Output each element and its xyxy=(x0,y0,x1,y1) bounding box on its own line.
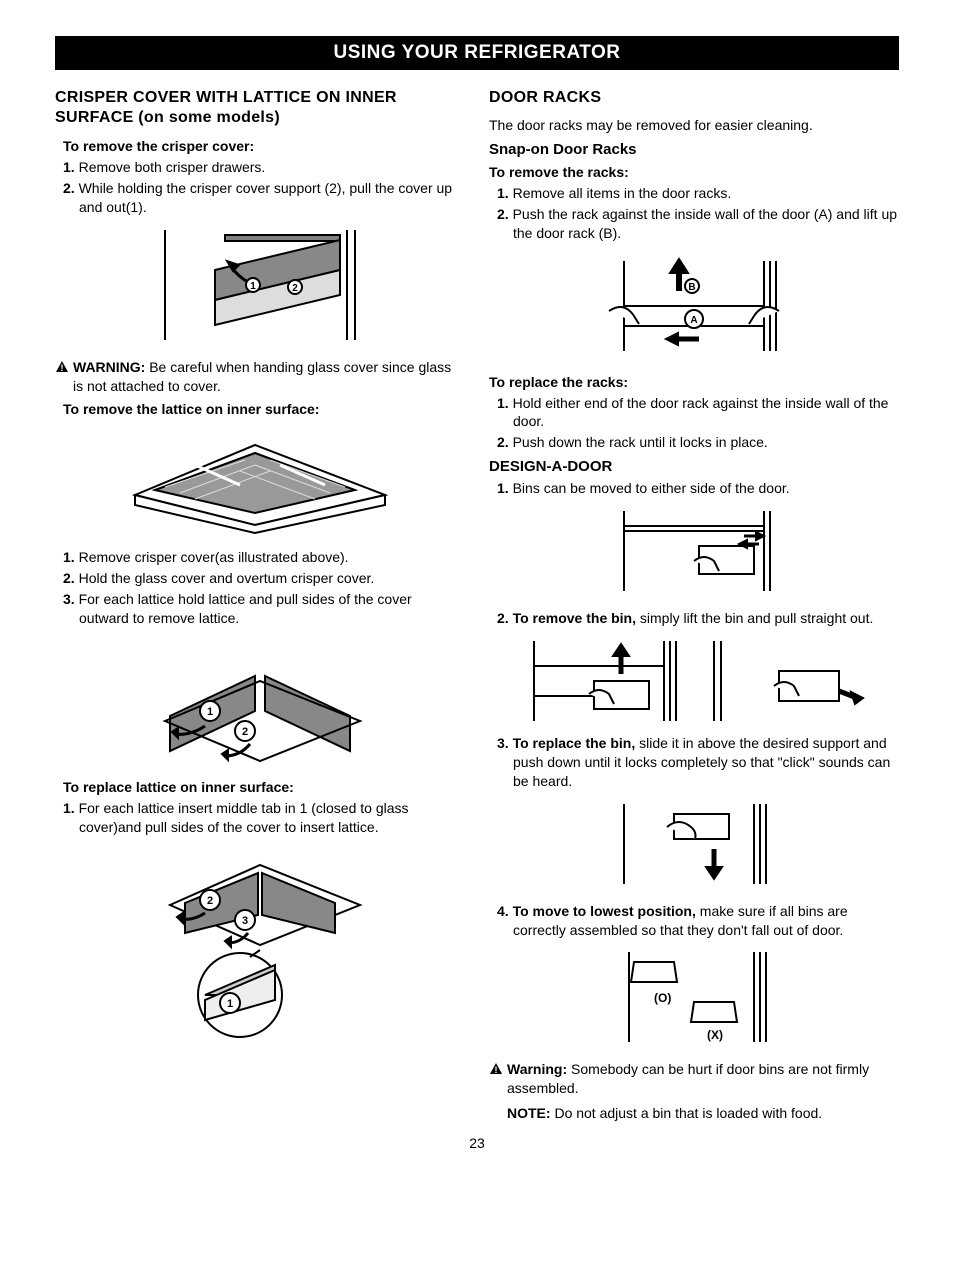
svg-text:B: B xyxy=(688,282,695,293)
figure-replace-bin xyxy=(489,799,899,894)
svg-text:A: A xyxy=(690,315,697,326)
remove-cover-heading: To remove the crisper cover: xyxy=(55,138,465,154)
svg-text:3: 3 xyxy=(242,915,248,927)
svg-text:2: 2 xyxy=(207,895,213,907)
figure-crisper-remove: 1 2 xyxy=(55,225,465,350)
warning-row-right: ! Warning: Somebody can be hurt if door … xyxy=(489,1060,899,1098)
step-bold: To replace the bin, xyxy=(513,735,636,751)
figure-remove-bin xyxy=(489,636,899,726)
warning-label: Warning: xyxy=(507,1061,567,1077)
remove-cover-steps: 1. Remove both crisper drawers. 2. While… xyxy=(55,158,465,217)
left-column: CRISPER COVER WITH LATTICE ON INNER SURF… xyxy=(55,88,465,1123)
warning-row: ! WARNING: Be careful when handing glass… xyxy=(55,358,465,396)
list-item: 1. Remove all items in the door racks. xyxy=(497,184,899,203)
list-item: 2. To remove the bin, simply lift the bi… xyxy=(497,609,899,628)
crisper-title: CRISPER COVER WITH LATTICE ON INNER SURF… xyxy=(55,88,465,128)
svg-text:!: ! xyxy=(495,1065,498,1075)
design-step-2: 2. To remove the bin, simply lift the bi… xyxy=(489,609,899,628)
list-item: 2. Push down the rack until it locks in … xyxy=(497,433,899,452)
list-item: 1. Remove crisper cover(as illustrated a… xyxy=(63,548,465,567)
list-item: 2. While holding the crisper cover suppo… xyxy=(63,179,465,217)
step-text: Bins can be moved to either side of the … xyxy=(513,480,790,496)
note-label: NOTE: xyxy=(507,1105,551,1121)
svg-text:(O): (O) xyxy=(654,991,671,1005)
warning-icon: ! xyxy=(489,1062,503,1081)
svg-text:!: ! xyxy=(61,363,64,373)
replace-racks-heading: To replace the racks: xyxy=(489,374,899,390)
step-bold: To move to lowest position, xyxy=(513,903,696,919)
design-step-4: 4. To move to lowest position, make sure… xyxy=(489,902,899,940)
door-racks-title: DOOR RACKS xyxy=(489,88,899,108)
design-a-door-heading: DESIGN-A-DOOR xyxy=(489,458,899,475)
note-row: NOTE: Do not adjust a bin that is loaded… xyxy=(489,1104,899,1123)
list-item: 3. To replace the bin, slide it in above… xyxy=(497,734,899,791)
svg-text:2: 2 xyxy=(242,726,248,738)
right-column: DOOR RACKS The door racks may be removed… xyxy=(489,88,899,1123)
figure-lattice-top xyxy=(55,425,465,540)
svg-text:(X): (X) xyxy=(707,1028,723,1042)
figure-lowest-position: (O) (X) xyxy=(489,947,899,1052)
list-item: 1. For each lattice insert middle tab in… xyxy=(63,799,465,837)
two-columns: CRISPER COVER WITH LATTICE ON INNER SURF… xyxy=(0,88,954,1123)
svg-text:2: 2 xyxy=(292,283,298,294)
step-text: simply lift the bin and pull straight ou… xyxy=(636,610,873,626)
remove-lattice-heading: To remove the lattice on inner surface: xyxy=(55,401,465,417)
svg-text:1: 1 xyxy=(227,998,233,1010)
step-text: Remove all items in the door racks. xyxy=(513,185,732,201)
replace-lattice-steps: 1. For each lattice insert middle tab in… xyxy=(55,799,465,837)
figure-design-move xyxy=(489,506,899,601)
step-text: Remove both crisper drawers. xyxy=(79,159,266,175)
list-item: 4. To move to lowest position, make sure… xyxy=(497,902,899,940)
design-step-1: 1. Bins can be moved to either side of t… xyxy=(489,479,899,498)
list-item: 3. For each lattice hold lattice and pul… xyxy=(63,590,465,628)
snap-on-heading: Snap-on Door Racks xyxy=(489,141,899,158)
remove-racks-steps: 1. Remove all items in the door racks. 2… xyxy=(489,184,899,243)
list-item: 2. Hold the glass cover and overtum cris… xyxy=(63,569,465,588)
replace-racks-steps: 1. Hold either end of the door rack agai… xyxy=(489,394,899,453)
list-item: 1. Bins can be moved to either side of t… xyxy=(497,479,899,498)
note-body: Do not adjust a bin that is loaded with … xyxy=(551,1105,823,1121)
warning-text: Warning: Somebody can be hurt if door bi… xyxy=(507,1060,899,1098)
step-text: For each lattice insert middle tab in 1 … xyxy=(79,800,409,835)
step-text: Hold either end of the door rack against… xyxy=(513,395,889,430)
figure-lattice-replace: 2 3 1 xyxy=(55,845,465,1050)
list-item: 1. Hold either end of the door rack agai… xyxy=(497,394,899,432)
door-racks-intro: The door racks may be removed for easier… xyxy=(489,116,899,135)
remove-racks-heading: To remove the racks: xyxy=(489,164,899,180)
list-item: 1. Remove both crisper drawers. xyxy=(63,158,465,177)
svg-text:1: 1 xyxy=(250,281,256,292)
replace-lattice-heading: To replace lattice on inner surface: xyxy=(55,779,465,795)
step-text: Push the rack against the inside wall of… xyxy=(513,206,897,241)
page-number: 23 xyxy=(0,1135,954,1151)
banner-title: USING YOUR REFRIGERATOR xyxy=(55,36,899,70)
figure-door-rack: A B xyxy=(489,251,899,366)
figure-lattice-pull: 1 2 xyxy=(55,636,465,771)
step-text: Hold the glass cover and overtum crisper… xyxy=(79,570,375,586)
warning-label: WARNING: xyxy=(73,359,145,375)
step-text: Push down the rack until it locks in pla… xyxy=(513,434,768,450)
warning-text: WARNING: Be careful when handing glass c… xyxy=(73,358,465,396)
remove-lattice-steps: 1. Remove crisper cover(as illustrated a… xyxy=(55,548,465,628)
design-step-3: 3. To replace the bin, slide it in above… xyxy=(489,734,899,791)
warning-icon: ! xyxy=(55,360,69,379)
list-item: 2. Push the rack against the inside wall… xyxy=(497,205,899,243)
step-text: For each lattice hold lattice and pull s… xyxy=(79,591,412,626)
svg-text:1: 1 xyxy=(207,706,213,718)
step-text: While holding the crisper cover support … xyxy=(79,180,453,215)
step-bold: To remove the bin, xyxy=(513,610,636,626)
step-text: Remove crisper cover(as illustrated abov… xyxy=(79,549,349,565)
